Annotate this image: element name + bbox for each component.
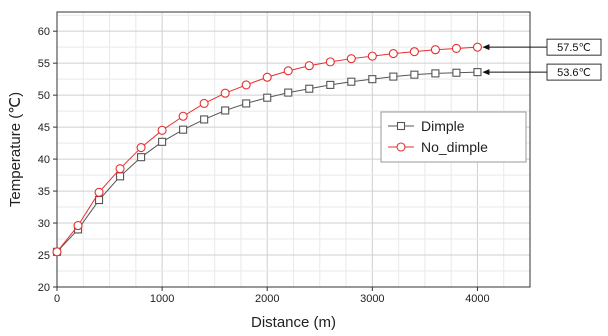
annotation-label: 53.6℃: [557, 67, 591, 79]
legend-marker: [396, 142, 406, 152]
data-point: [158, 137, 167, 146]
legend-label: No_dimple: [421, 139, 488, 155]
data-point: [199, 98, 209, 109]
data-point: [368, 75, 377, 84]
y-tick-label: 45: [38, 122, 50, 134]
data-point: [410, 70, 419, 79]
x-tick-label: 4000: [465, 293, 489, 305]
x-tick-label: 2000: [255, 293, 279, 305]
series-layer: [52, 42, 482, 257]
y-tick-label: 35: [38, 186, 50, 198]
data-point: [388, 49, 398, 59]
ticks: 0 1000 2000 3000 4000 20 25 30 35 40 45 50 55 60: [38, 26, 490, 305]
data-point: [452, 68, 461, 77]
data-point: [325, 57, 335, 67]
data-point: [472, 42, 482, 52]
data-point: [137, 153, 146, 162]
data-point: [200, 115, 209, 124]
data-point: [347, 77, 356, 86]
data-point: [451, 43, 461, 54]
annotation-box: [546, 63, 602, 81]
data-point: [304, 61, 314, 71]
plot-frame: [56, 11, 531, 288]
series-no-dimple: [52, 42, 482, 257]
data-point: [220, 88, 230, 98]
data-point: [242, 99, 251, 108]
data-point: [430, 45, 440, 55]
x-tick-label: 3000: [360, 293, 384, 305]
data-point: [473, 68, 482, 77]
y-tick-label: 25: [38, 250, 50, 262]
data-point: [326, 80, 335, 89]
y-tick-label: 30: [38, 218, 50, 230]
y-tick-label: 50: [38, 90, 50, 102]
data-point: [283, 66, 293, 76]
data-point: [241, 80, 251, 90]
annotation-arrow-head: [482, 69, 490, 76]
data-point: [73, 221, 83, 231]
x-axis-title: Distance (m): [251, 314, 336, 331]
y-tick-label: 20: [38, 282, 50, 294]
series-dimple: [52, 68, 482, 256]
data-point: [115, 164, 125, 174]
y-tick-label: 60: [38, 26, 50, 38]
data-point: [221, 106, 230, 115]
x-tick-label: 1000: [150, 293, 174, 305]
data-point: [52, 247, 62, 257]
data-point: [431, 69, 440, 78]
annotation-label: 57.5℃: [557, 42, 591, 54]
y-tick-label: 55: [38, 58, 50, 70]
data-point: [178, 111, 188, 121]
data-point: [389, 72, 398, 81]
data-point: [367, 51, 377, 61]
y-tick-label: 40: [38, 154, 50, 166]
data-point: [136, 143, 146, 153]
data-point: [409, 47, 419, 57]
data-point: [94, 187, 104, 197]
y-axis-title: Temperature (℃): [7, 92, 24, 207]
annotation-box: [546, 38, 602, 56]
x-tick-label: 0: [54, 293, 60, 305]
legend-label: Dimple: [421, 118, 465, 134]
data-point: [263, 93, 272, 102]
annotation-arrow-head: [482, 44, 490, 51]
legend-box: [380, 111, 527, 163]
data-point: [116, 172, 125, 181]
annotations: 57.5℃ 53.6℃: [482, 38, 602, 81]
data-point: [346, 54, 356, 64]
legend: Dimple No_dimple: [380, 111, 527, 163]
data-point: [157, 125, 167, 135]
data-point: [262, 72, 272, 82]
legend-marker: [396, 121, 406, 131]
data-point: [94, 195, 104, 205]
data-point: [179, 125, 188, 134]
data-point: [305, 84, 314, 93]
data-point: [284, 88, 293, 97]
